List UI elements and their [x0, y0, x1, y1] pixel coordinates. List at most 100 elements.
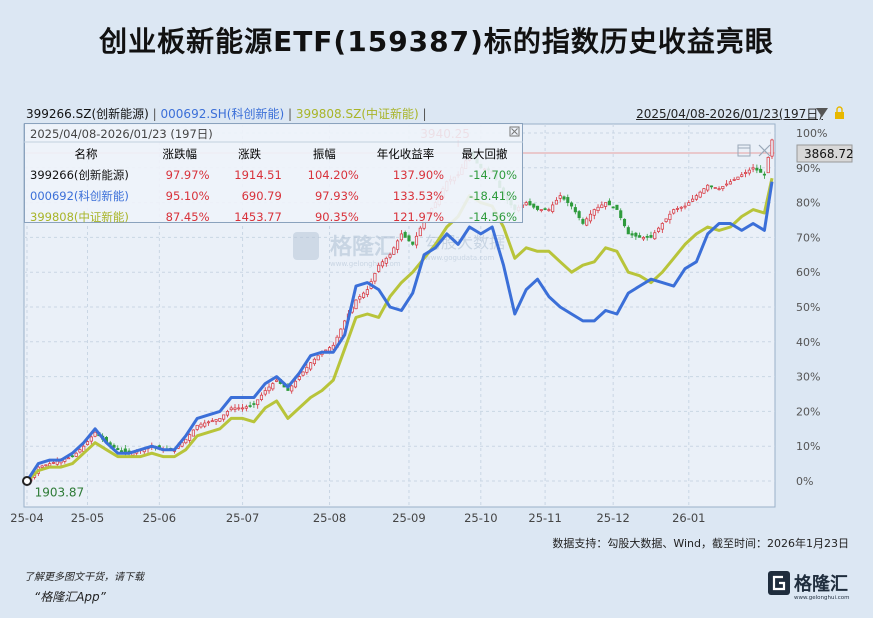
line-000692 — [25, 181, 774, 482]
table-row: 399808(中证新能) 87.45% 1453.77 90.35% 121.9… — [26, 206, 521, 227]
cell-value: 97.93% — [314, 188, 359, 203]
candle-body — [770, 139, 774, 157]
candle-body — [271, 383, 275, 390]
brand-url: www.gelonghui.com — [794, 595, 849, 601]
y-tick-label: 80% — [796, 197, 820, 210]
stats-header-row: 名称 涨跌幅 涨跌 振幅 年化收益率 最大回撤 — [26, 143, 521, 164]
candle-body — [759, 168, 763, 173]
restore-icon[interactable] — [737, 144, 751, 157]
candle-body — [48, 463, 52, 467]
candle-body — [293, 380, 298, 388]
candle-body — [573, 207, 577, 213]
candle-body — [123, 448, 127, 453]
candle-body — [592, 209, 596, 216]
candle-body — [596, 206, 600, 211]
x-tick-label: 25-11 — [528, 511, 561, 525]
legend-item-000692[interactable]: 000692.SH(科创新能) — [160, 107, 285, 121]
legend-item-399808[interactable]: 399808.SZ(中证新能) — [295, 107, 419, 121]
candle-body — [275, 379, 279, 382]
candle-body — [766, 157, 770, 174]
watermark-url: www.gelonghui.com — [330, 260, 401, 268]
x-axis: 25-04 25-05 25-06 25-07 25-08 25-09 25-10 25-11… — [10, 511, 705, 525]
candle-body — [645, 235, 649, 238]
cell-value: 90.35% — [314, 209, 359, 224]
candle-body — [210, 420, 214, 423]
candle-body — [619, 210, 623, 219]
candle-body — [535, 205, 540, 210]
candle-body — [577, 211, 581, 219]
candle-body — [380, 261, 385, 267]
candle-body — [40, 465, 44, 468]
candle-body — [736, 176, 740, 180]
cell-value: 137.90% — [392, 167, 445, 182]
dropdown-arrow-icon[interactable] — [816, 108, 828, 117]
candle-body — [653, 232, 657, 240]
candle-body — [112, 444, 116, 448]
close-chart-icon[interactable] — [758, 144, 771, 157]
candle-body — [358, 296, 362, 300]
candle-body — [622, 218, 627, 227]
candle-body — [339, 328, 343, 339]
candle-body — [229, 407, 233, 411]
chart-window-controls — [737, 144, 771, 157]
candle-body — [728, 181, 732, 185]
cell-value: 104.20% — [307, 167, 359, 182]
cell-value: 97.97% — [165, 167, 210, 182]
y-tick-label: 90% — [796, 162, 820, 175]
chart-legend: 399266.SZ(创新能源) | 000692.SH(科创新能) | 3998… — [26, 105, 427, 122]
x-tick-label: 25-10 — [464, 511, 497, 525]
candle-body — [638, 235, 642, 238]
candle-body — [762, 173, 766, 176]
x-tick-label: 25-09 — [392, 511, 425, 525]
date-range-label: 2025/04/08-2026/01/23(197日) — [636, 107, 823, 121]
candle-body — [206, 421, 211, 424]
candle-body — [67, 457, 71, 460]
candle-body — [411, 241, 415, 245]
candle-body — [222, 414, 226, 420]
header-change: 涨跌 — [238, 146, 262, 161]
candle-body — [641, 237, 645, 240]
candle-body — [694, 195, 698, 200]
candle-body — [365, 289, 369, 295]
candle-body — [259, 394, 264, 400]
candle-body — [743, 172, 748, 174]
candle-body — [85, 441, 90, 445]
candle-body — [532, 203, 536, 208]
close-icon[interactable] — [509, 126, 520, 137]
candle-body — [78, 449, 82, 453]
candle-body — [551, 204, 555, 212]
candle-body — [558, 195, 562, 199]
candle-body — [354, 299, 358, 310]
candle-body — [672, 209, 676, 214]
header-annual-return: 年化收益率 — [376, 146, 435, 161]
candle-body — [547, 209, 551, 211]
legend-item-399266[interactable]: 399266.SZ(创新能源) — [26, 107, 149, 121]
candle-body — [195, 424, 199, 430]
cell-value: -14.70% — [469, 167, 517, 182]
candle-body — [392, 247, 396, 255]
candle-body — [396, 240, 400, 250]
y-tick-label: 40% — [796, 336, 820, 349]
x-tick-label: 25-05 — [71, 511, 104, 525]
candle-body — [116, 448, 120, 451]
lock-icon[interactable] — [835, 106, 844, 119]
candle-body — [717, 188, 721, 191]
candle-body — [634, 232, 638, 237]
y-tick-label: 100% — [796, 127, 827, 140]
candle-body — [664, 218, 668, 222]
y-tick-label: 20% — [796, 405, 820, 418]
candle-body — [566, 197, 570, 203]
x-tick-label: 25-06 — [143, 511, 176, 525]
candle-body — [570, 202, 574, 207]
y-tick-label: 0% — [796, 475, 813, 488]
range-controls — [816, 106, 844, 119]
row-name: 399266(创新能源) — [30, 167, 129, 182]
candle-body — [373, 273, 377, 282]
row-name: 000692(科创新能) — [30, 188, 129, 203]
candle-body — [668, 213, 672, 220]
date-range-selector[interactable]: 2025/04/08-2026/01/23(197日) — [636, 105, 823, 122]
candle-body — [702, 188, 706, 194]
watermark-logo-icon — [293, 232, 319, 260]
header-amplitude: 振幅 — [312, 146, 336, 161]
candle-body — [751, 167, 755, 170]
